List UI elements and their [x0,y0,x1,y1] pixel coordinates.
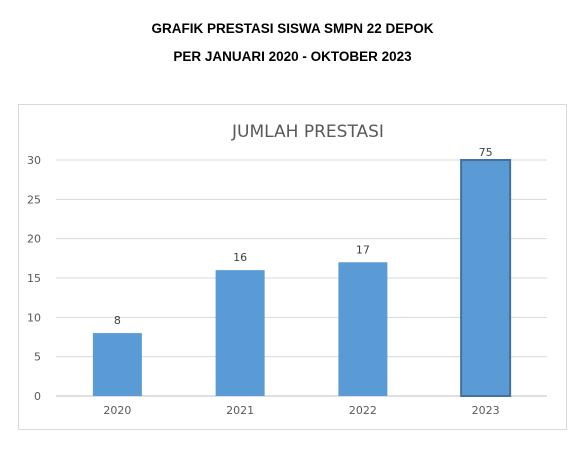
data-label: 8 [114,314,121,327]
bar-2023 [460,159,512,397]
data-label: 17 [356,243,370,256]
x-tick-label: 2021 [226,404,254,417]
bar-2020 [92,333,142,396]
data-label: 75 [479,146,493,159]
data-label: 16 [233,251,247,264]
y-tick-label: 25 [27,193,41,206]
bar-chart: 0 5 10 15 20 25 30 2020 8 2021 16 2022 17 2023 75 JUM… [27,122,547,417]
x-tick-label: 2020 [103,404,131,417]
y-tick-label: 10 [27,311,41,324]
y-tick-label: 0 [34,390,41,403]
bar-2022 [338,262,388,396]
y-tick-label: 15 [27,272,41,285]
bar-2021 [215,270,265,396]
x-tick-label: 2023 [472,404,500,417]
chart-heading-line-2: PER JANUARI 2020 - OKTOBER 2023 [173,49,412,64]
chart-title: JUMLAH PRESTASI [231,122,384,142]
y-tick-label: 30 [27,154,41,167]
x-tick-label: 2022 [349,404,377,417]
y-tick-label: 5 [34,351,41,364]
chart-frame: 0 5 10 15 20 25 30 2020 8 2021 16 2022 17 2023 75 JUM… [18,104,567,430]
y-tick-label: 20 [27,233,41,246]
chart-heading-line-1: GRAFIK PRESTASI SISWA SMPN 22 DEPOK [151,21,434,36]
